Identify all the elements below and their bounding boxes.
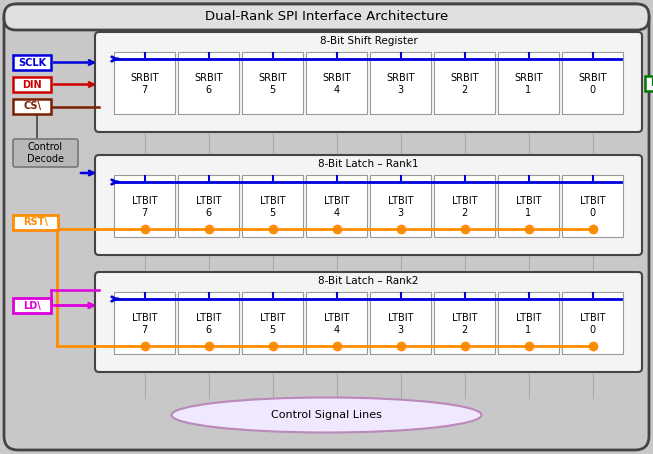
Text: 2: 2 (462, 208, 468, 218)
Bar (242, 175, 303, 237)
FancyBboxPatch shape (95, 155, 642, 255)
Text: LTBIT: LTBIT (388, 313, 413, 323)
Text: LTBIT: LTBIT (196, 313, 221, 323)
Text: SRBIT: SRBIT (387, 73, 415, 83)
Text: SRBIT: SRBIT (258, 73, 287, 83)
Bar (434, 175, 495, 237)
Bar (13, 99, 51, 114)
FancyBboxPatch shape (13, 139, 78, 167)
Bar (370, 52, 431, 114)
Text: 7: 7 (142, 208, 148, 218)
Bar (242, 52, 303, 114)
Bar (562, 52, 623, 114)
Text: LTBIT: LTBIT (324, 196, 349, 206)
Text: 4: 4 (334, 208, 340, 218)
Text: SCLK: SCLK (18, 58, 46, 68)
Text: DOUT: DOUT (650, 79, 653, 89)
Text: LTBIT: LTBIT (260, 313, 285, 323)
Ellipse shape (172, 398, 481, 433)
FancyBboxPatch shape (4, 4, 649, 30)
Text: LTBIT: LTBIT (516, 196, 541, 206)
FancyBboxPatch shape (95, 272, 642, 372)
Text: 1: 1 (526, 85, 532, 95)
Text: LTBIT: LTBIT (452, 196, 477, 206)
Text: LTBIT: LTBIT (452, 313, 477, 323)
Bar (306, 292, 367, 354)
Text: LTBIT: LTBIT (196, 196, 221, 206)
Text: LTBIT: LTBIT (580, 313, 605, 323)
Text: LTBIT: LTBIT (388, 196, 413, 206)
Text: SRBIT: SRBIT (515, 73, 543, 83)
Text: 0: 0 (590, 85, 596, 95)
Bar (13, 77, 51, 92)
Text: 3: 3 (398, 325, 404, 335)
Text: 8-Bit Shift Register: 8-Bit Shift Register (319, 36, 417, 46)
Text: 3: 3 (398, 85, 404, 95)
Text: LTBIT: LTBIT (516, 313, 541, 323)
Text: 6: 6 (206, 85, 212, 95)
Text: 8-Bit Latch – Rank1: 8-Bit Latch – Rank1 (318, 159, 419, 169)
Bar (242, 292, 303, 354)
Bar (114, 292, 175, 354)
Text: 8-Bit Latch – Rank2: 8-Bit Latch – Rank2 (318, 276, 419, 286)
Text: LTBIT: LTBIT (324, 313, 349, 323)
Text: 5: 5 (270, 208, 276, 218)
Bar (13, 55, 51, 70)
Text: 0: 0 (590, 325, 596, 335)
Bar (370, 175, 431, 237)
Text: 7: 7 (142, 85, 148, 95)
Text: Control
Decode: Control Decode (27, 142, 64, 164)
Text: 6: 6 (206, 208, 212, 218)
Text: 4: 4 (334, 85, 340, 95)
Bar (498, 52, 559, 114)
Text: DIN: DIN (22, 79, 42, 89)
Text: SRBIT: SRBIT (579, 73, 607, 83)
Text: LD\: LD\ (23, 301, 41, 311)
Text: SRBIT: SRBIT (451, 73, 479, 83)
Text: 7: 7 (142, 325, 148, 335)
Bar (306, 52, 367, 114)
Text: SRBIT: SRBIT (130, 73, 159, 83)
Text: LTBIT: LTBIT (260, 196, 285, 206)
Bar (13, 215, 58, 230)
Text: CS\: CS\ (23, 102, 41, 112)
Bar (498, 292, 559, 354)
Text: LTBIT: LTBIT (132, 313, 157, 323)
FancyBboxPatch shape (95, 32, 642, 132)
Text: 5: 5 (270, 325, 276, 335)
Bar (562, 292, 623, 354)
Text: 2: 2 (462, 325, 468, 335)
FancyBboxPatch shape (4, 4, 649, 450)
Text: 1: 1 (526, 325, 532, 335)
Text: Dual-Rank SPI Interface Architecture: Dual-Rank SPI Interface Architecture (205, 10, 448, 24)
Text: 1: 1 (526, 208, 532, 218)
Text: LTBIT: LTBIT (132, 196, 157, 206)
Text: SRBIT: SRBIT (322, 73, 351, 83)
Bar (178, 52, 239, 114)
Bar (178, 292, 239, 354)
Bar (434, 52, 495, 114)
Bar (178, 175, 239, 237)
Text: 3: 3 (398, 208, 404, 218)
Bar (645, 76, 653, 91)
Text: 0: 0 (590, 208, 596, 218)
Text: 4: 4 (334, 325, 340, 335)
Text: SRBIT: SRBIT (194, 73, 223, 83)
Text: 5: 5 (270, 85, 276, 95)
Text: Control Signal Lines: Control Signal Lines (271, 410, 382, 420)
Text: 6: 6 (206, 325, 212, 335)
Bar (562, 175, 623, 237)
Bar (498, 175, 559, 237)
Bar (306, 175, 367, 237)
Bar (114, 175, 175, 237)
Text: RST\: RST\ (23, 217, 48, 227)
Bar (13, 298, 51, 313)
Bar (434, 292, 495, 354)
Text: LTBIT: LTBIT (580, 196, 605, 206)
Bar (370, 292, 431, 354)
Bar (114, 52, 175, 114)
Text: 2: 2 (462, 85, 468, 95)
